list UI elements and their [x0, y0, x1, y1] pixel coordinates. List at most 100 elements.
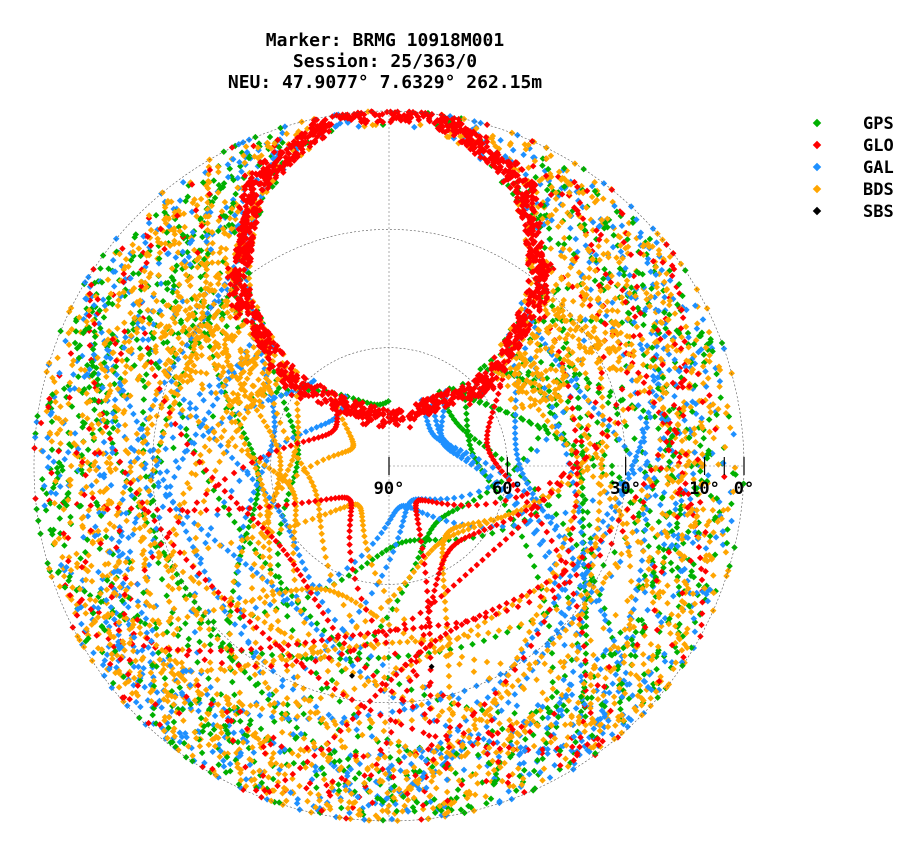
track-point-gal	[249, 476, 256, 483]
track-point-gps	[559, 520, 567, 528]
track-point-glo	[207, 647, 214, 655]
track-point-glo	[567, 536, 575, 543]
track-point-gal	[466, 491, 474, 498]
track-point-glo	[435, 570, 443, 577]
track-point-gps	[257, 725, 265, 733]
track-point-glo	[305, 436, 313, 444]
track-point-gps	[549, 317, 557, 325]
track-point-gal	[557, 619, 565, 627]
track-point-bds	[266, 546, 273, 553]
track-point-bds	[530, 742, 538, 750]
track-point-gps	[527, 552, 534, 560]
track-point-gal	[344, 564, 351, 572]
track-point-gps	[631, 435, 638, 442]
track-point-bds	[280, 427, 287, 435]
track-point-glo	[154, 506, 161, 513]
track-point-bds	[327, 571, 334, 579]
track-point-gps	[483, 489, 491, 496]
title-line-session: Session: 25/363/0	[292, 51, 478, 72]
track-point-bds	[180, 717, 187, 724]
track-point-bds	[535, 406, 543, 414]
track-point-bds	[671, 310, 679, 317]
track-point-bds	[242, 598, 249, 606]
track-point-glo	[682, 480, 689, 487]
track-point-bds	[291, 576, 298, 584]
track-point-gps	[504, 628, 511, 636]
track-point-gal	[543, 436, 550, 443]
track-point-gal	[99, 296, 107, 303]
track-point-gps	[576, 404, 583, 412]
track-point-gps	[136, 345, 144, 352]
track-point-gal	[356, 668, 364, 676]
track-point-gps	[226, 511, 233, 518]
track-point-glo	[578, 438, 585, 445]
track-point-glo	[493, 397, 500, 404]
track-point-gps	[320, 770, 328, 778]
track-point-gal	[228, 487, 235, 495]
track-point-gps	[651, 413, 658, 420]
track-point-bds	[619, 406, 627, 413]
track-point-gps	[463, 416, 471, 424]
track-point-gal	[302, 428, 310, 435]
track-point-gal	[514, 456, 522, 463]
track-point-gal	[230, 552, 238, 559]
track-point-bds	[206, 435, 213, 443]
track-point-bds	[270, 708, 277, 715]
track-point-bds	[319, 537, 326, 545]
track-point-bds	[418, 701, 425, 708]
track-point-glo	[266, 644, 274, 651]
track-point-gal	[455, 695, 462, 702]
track-point-gal	[602, 312, 610, 319]
track-point-gps	[469, 640, 476, 648]
track-point-gal	[638, 557, 646, 564]
track-point-gps	[640, 321, 647, 329]
track-point-gps	[366, 724, 374, 731]
track-point-bds	[289, 661, 296, 669]
track-point-gps	[421, 691, 428, 699]
track-point-gal	[90, 649, 97, 657]
track-point-bds	[406, 574, 413, 581]
track-point-gal	[473, 682, 480, 690]
track-point-gps	[265, 696, 272, 703]
track-point-gps	[91, 406, 98, 414]
track-point-bds	[155, 272, 162, 279]
track-point-gps	[511, 709, 518, 717]
track-point-gps	[164, 286, 171, 293]
track-point-bds	[329, 692, 336, 699]
track-point-gps	[258, 689, 266, 696]
track-point-gal	[590, 404, 598, 412]
track-point-gps	[579, 492, 586, 499]
track-point-gps	[215, 495, 223, 502]
track-point-bds	[205, 544, 212, 552]
track-point-gps	[158, 575, 166, 583]
track-point-gps	[549, 678, 556, 686]
track-point-glo	[258, 794, 265, 801]
track-point-gps	[345, 572, 353, 579]
track-point-gps	[477, 493, 484, 500]
track-point-gps	[237, 717, 244, 725]
track-point-bds	[703, 305, 711, 312]
track-point-gps	[718, 339, 726, 347]
track-point-gps	[56, 515, 64, 522]
track-point-glo	[67, 350, 75, 357]
track-point-gps	[127, 486, 134, 493]
track-point-gps	[246, 540, 254, 547]
track-point-bds	[408, 716, 416, 724]
track-point-bds	[541, 660, 548, 668]
track-point-gal	[115, 538, 123, 545]
track-point-glo	[432, 733, 439, 740]
track-point-gal	[439, 413, 447, 420]
track-point-bds	[589, 473, 597, 480]
track-point-gps	[408, 686, 415, 694]
track-point-gps	[139, 421, 147, 429]
track-point-gal	[609, 680, 616, 687]
track-point-gps	[564, 398, 572, 405]
track-point-bds	[514, 677, 522, 684]
track-point-gal	[389, 708, 396, 715]
track-point-gps	[457, 643, 465, 651]
track-point-gps	[97, 265, 104, 272]
track-point-glo	[630, 332, 637, 340]
track-point-bds	[485, 629, 492, 637]
track-point-gal	[545, 548, 553, 556]
track-point-gal	[234, 460, 241, 467]
